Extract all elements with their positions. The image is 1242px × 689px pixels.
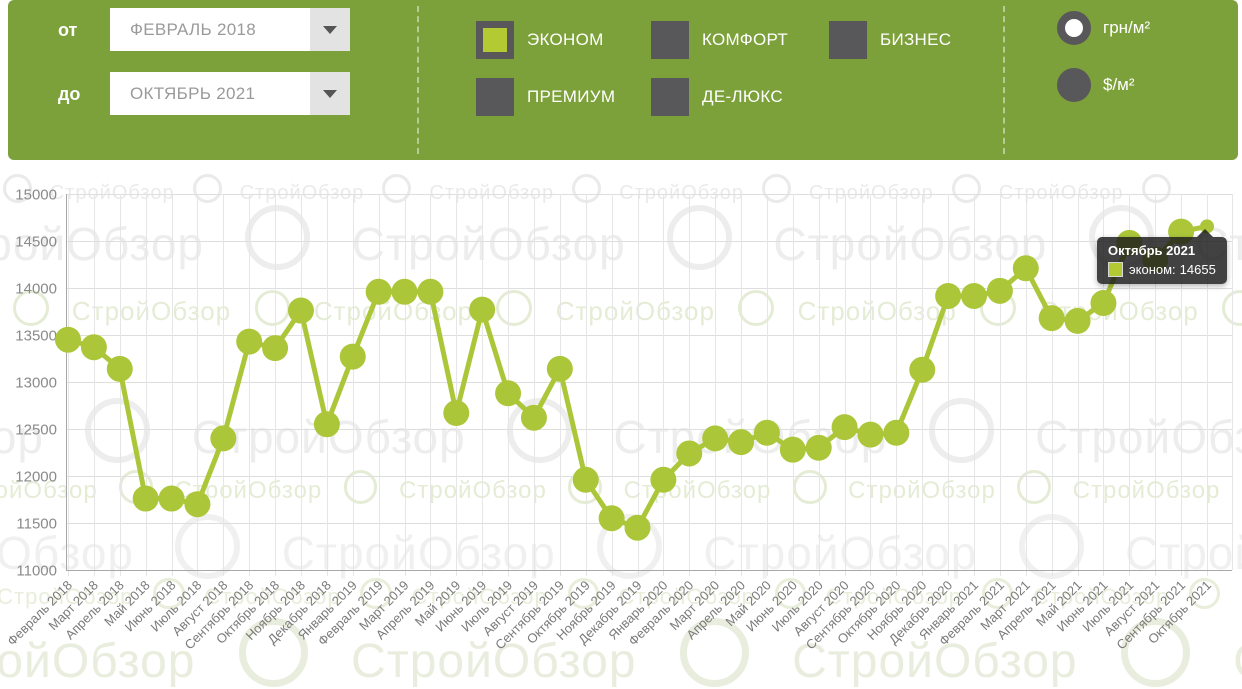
- data-point[interactable]: [702, 425, 729, 452]
- category-checkbox-biznes[interactable]: БИЗНЕС: [829, 21, 951, 59]
- checkbox-icon: [476, 78, 514, 116]
- y-axis-label: 14500: [15, 234, 57, 251]
- data-point[interactable]: [1064, 307, 1091, 334]
- data-point[interactable]: [210, 425, 237, 452]
- checkbox-icon: [829, 21, 867, 59]
- data-point[interactable]: [624, 514, 651, 541]
- data-point[interactable]: [55, 326, 81, 353]
- data-point[interactable]: [262, 335, 289, 362]
- category-checkbox-komfort[interactable]: КОМФОРТ: [651, 21, 788, 59]
- tooltip-title: Октябрь 2021: [1108, 243, 1196, 258]
- from-date-dropdown[interactable]: ФЕВРАЛЬ 2018: [110, 8, 350, 51]
- category-checkbox-premium[interactable]: ПРЕМИУМ: [476, 78, 615, 116]
- radio-icon: [1057, 11, 1091, 45]
- y-axis-label: 11500: [16, 516, 57, 533]
- chart-tooltip: Октябрь 2021 эконом: 14655: [1097, 229, 1227, 284]
- from-label: от: [58, 20, 78, 40]
- divider: [1003, 6, 1005, 154]
- series-swatch-icon: [1108, 262, 1123, 277]
- y-axis-label: 12500: [15, 422, 57, 439]
- to-label: до: [58, 84, 81, 104]
- data-point[interactable]: [831, 414, 858, 441]
- to-dropdown-arrow-button[interactable]: [310, 72, 350, 115]
- data-point[interactable]: [184, 491, 211, 518]
- data-point[interactable]: [779, 436, 806, 463]
- y-axis-label: 14000: [15, 281, 57, 298]
- data-point[interactable]: [572, 466, 599, 493]
- data-point[interactable]: [909, 356, 936, 383]
- checkbox-icon: [476, 21, 514, 59]
- data-point[interactable]: [417, 278, 444, 305]
- data-point[interactable]: [935, 282, 962, 309]
- data-point[interactable]: [598, 505, 625, 532]
- divider: [417, 6, 419, 154]
- currency-radio-grn-m2[interactable]: грн/м²: [1057, 11, 1150, 45]
- data-point[interactable]: [546, 355, 573, 382]
- to-date-value: ОКТЯБРЬ 2021: [130, 83, 256, 103]
- to-date-dropdown[interactable]: ОКТЯБРЬ 2021: [110, 72, 350, 115]
- data-point[interactable]: [728, 429, 755, 456]
- data-point[interactable]: [650, 466, 677, 493]
- data-point[interactable]: [443, 400, 470, 427]
- category-label: ЭКОНОМ: [527, 30, 604, 49]
- category-label: БИЗНЕС: [880, 30, 952, 49]
- y-axis-label: 11000: [16, 563, 57, 580]
- chevron-down-icon: [323, 89, 337, 98]
- tooltip-value: 14655: [1179, 262, 1216, 277]
- category-checkbox-ekonom[interactable]: ЭКОНОМ: [476, 21, 604, 59]
- price-chart[interactable]: 11000 11500 12000 12500 13000 13500 14000 14500…: [0, 180, 1242, 679]
- currency-label: $/м²: [1103, 75, 1135, 94]
- data-point[interactable]: [753, 419, 780, 446]
- from-dropdown-arrow-button[interactable]: [310, 8, 350, 51]
- chevron-down-icon: [323, 25, 337, 34]
- checkbox-icon: [651, 78, 689, 116]
- data-point[interactable]: [857, 421, 884, 448]
- y-axis-label: 13500: [15, 328, 57, 345]
- data-point[interactable]: [1012, 255, 1039, 282]
- data-point[interactable]: [1090, 290, 1117, 317]
- checkbox-icon: [651, 21, 689, 59]
- data-point[interactable]: [391, 278, 418, 305]
- y-axis-label: 13000: [15, 375, 57, 392]
- radio-icon: [1057, 68, 1091, 102]
- tooltip-series-label: эконом:: [1129, 262, 1176, 277]
- category-label: КОМФОРТ: [702, 30, 789, 49]
- filter-panel: от ФЕВРАЛЬ 2018 до ОКТЯБРЬ 2021 ЭКОНОМ КО…: [8, 0, 1238, 160]
- data-point[interactable]: [365, 278, 392, 305]
- data-point[interactable]: [158, 485, 185, 512]
- data-point[interactable]: [961, 282, 988, 309]
- data-point[interactable]: [469, 296, 496, 323]
- data-point[interactable]: [883, 419, 910, 446]
- data-point[interactable]: [986, 277, 1013, 304]
- data-point[interactable]: [495, 380, 522, 407]
- currency-label: грн/м²: [1103, 18, 1151, 37]
- data-point[interactable]: [805, 434, 832, 461]
- data-point[interactable]: [339, 343, 366, 370]
- category-label: ДЕ-ЛЮКС: [702, 87, 783, 106]
- category-label: ПРЕМИУМ: [527, 87, 616, 106]
- data-point[interactable]: [287, 297, 314, 324]
- from-date-value: ФЕВРАЛЬ 2018: [130, 19, 256, 39]
- currency-radio-usd-m2[interactable]: $/м²: [1057, 68, 1135, 102]
- y-axis-label: 15000: [15, 187, 57, 204]
- data-point[interactable]: [1038, 305, 1065, 332]
- data-point[interactable]: [676, 440, 703, 467]
- data-point[interactable]: [236, 328, 263, 355]
- data-point[interactable]: [132, 485, 159, 512]
- data-point[interactable]: [313, 411, 340, 438]
- data-point[interactable]: [80, 334, 107, 361]
- y-axis-label: 12000: [15, 469, 57, 486]
- data-point[interactable]: [106, 355, 133, 382]
- category-checkbox-de-lyuks[interactable]: ДЕ-ЛЮКС: [651, 78, 783, 116]
- data-point[interactable]: [520, 404, 547, 431]
